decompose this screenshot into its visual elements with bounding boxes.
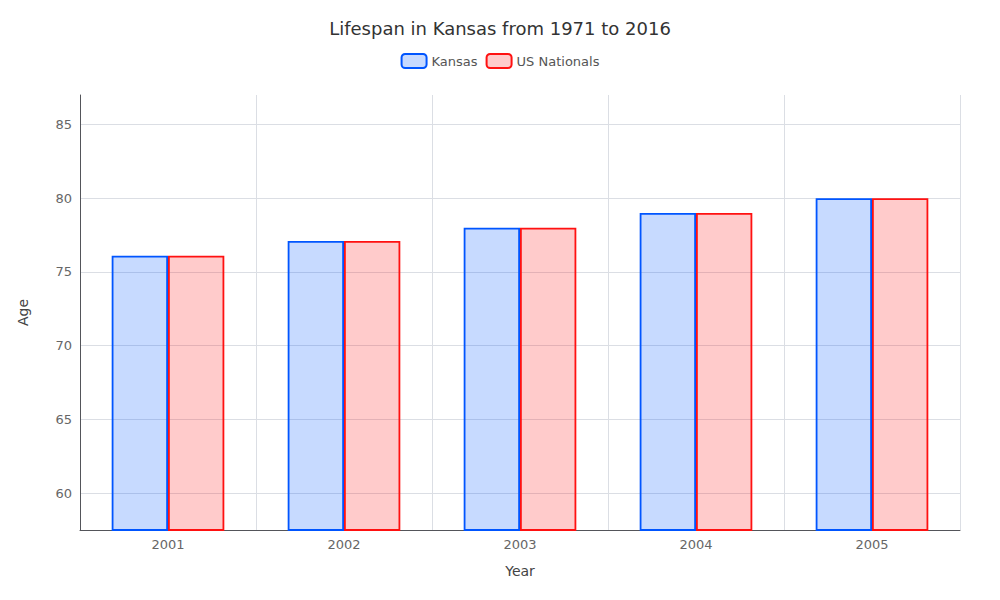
svg-text:2003: 2003 bbox=[503, 537, 536, 552]
svg-text:2005: 2005 bbox=[855, 537, 888, 552]
svg-text:80: 80 bbox=[55, 191, 72, 206]
svg-text:Lifespan in Kansas from 1971 t: Lifespan in Kansas from 1971 to 2016 bbox=[329, 18, 671, 39]
svg-text:60: 60 bbox=[55, 486, 72, 501]
svg-text:85: 85 bbox=[55, 117, 72, 132]
svg-text:Kansas: Kansas bbox=[432, 54, 478, 69]
svg-text:Age: Age bbox=[15, 299, 31, 326]
svg-text:2001: 2001 bbox=[151, 537, 184, 552]
svg-text:70: 70 bbox=[55, 338, 72, 353]
svg-text:65: 65 bbox=[55, 412, 72, 427]
svg-text:Year: Year bbox=[504, 563, 535, 579]
svg-text:75: 75 bbox=[55, 264, 72, 279]
svg-text:US Nationals: US Nationals bbox=[517, 54, 600, 69]
svg-text:2004: 2004 bbox=[679, 537, 712, 552]
svg-text:2002: 2002 bbox=[327, 537, 360, 552]
